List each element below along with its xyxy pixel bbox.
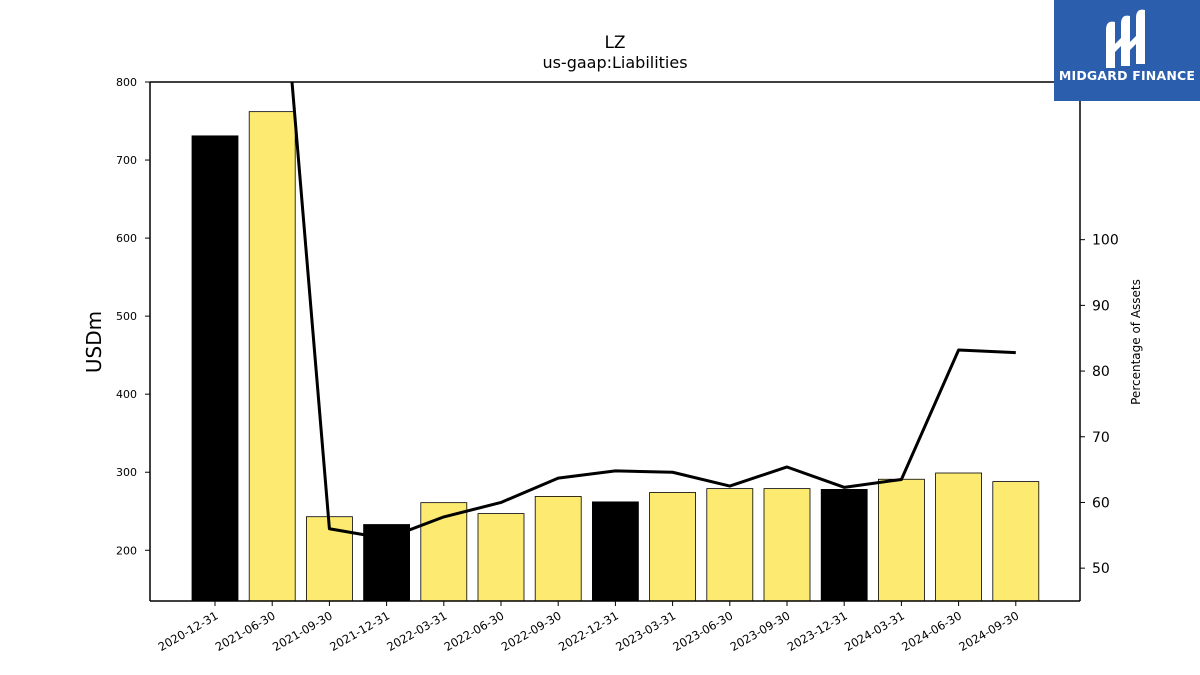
bar: [420, 502, 468, 602]
y2-tick-label: 90: [1092, 298, 1110, 314]
y2-tick-label: 100: [1092, 233, 1119, 249]
brand-logo: MIDGARD FINANCE: [1054, 0, 1200, 101]
bar: [534, 496, 582, 602]
y-tick-label: 600: [116, 232, 137, 245]
bar: [878, 478, 925, 602]
y-tick-label: 400: [116, 388, 137, 401]
x-tick-label: 2022-03-31: [384, 608, 449, 654]
bar: [649, 492, 696, 602]
y2-axis-label: Percentage of Assets: [1129, 279, 1143, 405]
bar: [820, 488, 868, 602]
x-tick-label: 2020-12-31: [156, 608, 221, 654]
x-tick-label: 2021-06-30: [213, 608, 278, 654]
bar: [191, 135, 239, 602]
logo-text: MIDGARD FINANCE: [1058, 68, 1196, 83]
bar: [248, 111, 296, 602]
y2-tick-label: 60: [1092, 495, 1110, 511]
y-tick-label: 800: [116, 76, 137, 89]
x-tick-label: 2022-12-31: [556, 608, 621, 654]
x-tick-label: 2023-03-31: [613, 608, 678, 654]
y-tick-label: 500: [116, 310, 137, 323]
x-tick-label: 2023-12-31: [785, 608, 850, 654]
bar: [706, 488, 754, 602]
x-tick-label: 2021-12-31: [327, 608, 392, 654]
line-group: [290, 82, 1016, 541]
chart-subtitle: us-gaap:Liabilities: [542, 53, 687, 72]
x-tick-label: 2023-06-30: [670, 608, 735, 654]
logo-mark-icon: [1106, 9, 1145, 68]
chart-title: LZ: [604, 33, 625, 53]
y-tick-label: 200: [116, 544, 137, 557]
x-tick-label: 2024-06-30: [899, 608, 964, 654]
bar: [763, 488, 811, 602]
y2-tick-label: 70: [1092, 430, 1110, 446]
y2-tick-label: 50: [1092, 561, 1110, 577]
x-tick-label: 2022-06-30: [442, 608, 507, 654]
bar: [592, 501, 639, 602]
x-tick-label: 2021-09-30: [270, 608, 335, 654]
y-tick-label: 700: [116, 154, 137, 167]
bars-group: [191, 111, 1040, 602]
x-tick-label: 2022-09-30: [499, 608, 564, 654]
y-axis-label: USDm: [82, 311, 106, 373]
bar: [992, 481, 1040, 602]
x-tick-label: 2023-09-30: [728, 608, 793, 654]
y-tick-label: 300: [116, 466, 137, 479]
x-tick-label: 2024-03-31: [842, 608, 907, 654]
percentage-line: [290, 82, 1016, 541]
bar: [477, 513, 525, 602]
bar: [935, 472, 982, 602]
y2-tick-label: 80: [1092, 364, 1110, 380]
x-tick-label: 2024-09-30: [956, 608, 1021, 654]
